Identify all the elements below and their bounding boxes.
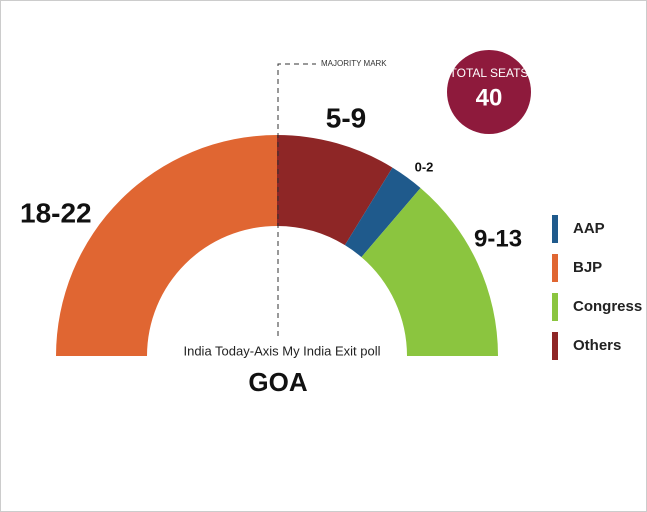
legend-label: AAP xyxy=(573,220,605,237)
majority-line xyxy=(277,63,316,336)
value-label: 0-2 xyxy=(415,159,434,174)
legend-swatch xyxy=(552,293,558,321)
arc-segment xyxy=(344,167,421,258)
legend-swatch xyxy=(552,332,558,360)
legend-label: BJP xyxy=(573,259,602,276)
arc-segment xyxy=(56,135,277,356)
value-label: 18-22 xyxy=(20,197,92,228)
total-label: TOTAL SEATS xyxy=(450,66,529,80)
legend-swatch xyxy=(552,254,558,282)
value-label: 9-13 xyxy=(474,225,522,252)
value-label: 5-9 xyxy=(326,102,366,133)
legend-label: Congress xyxy=(573,298,642,315)
arc-segment xyxy=(277,135,393,246)
arc-segment xyxy=(361,187,498,356)
total-badge xyxy=(447,50,531,134)
legend-label: Others xyxy=(573,337,621,354)
chart-title: GOA xyxy=(248,367,307,397)
majority-label: MAJORITY MARK xyxy=(321,59,387,68)
total-value: 40 xyxy=(476,84,503,111)
legend-swatch xyxy=(552,215,558,243)
subtitle: India Today-Axis My India Exit poll xyxy=(183,343,380,358)
